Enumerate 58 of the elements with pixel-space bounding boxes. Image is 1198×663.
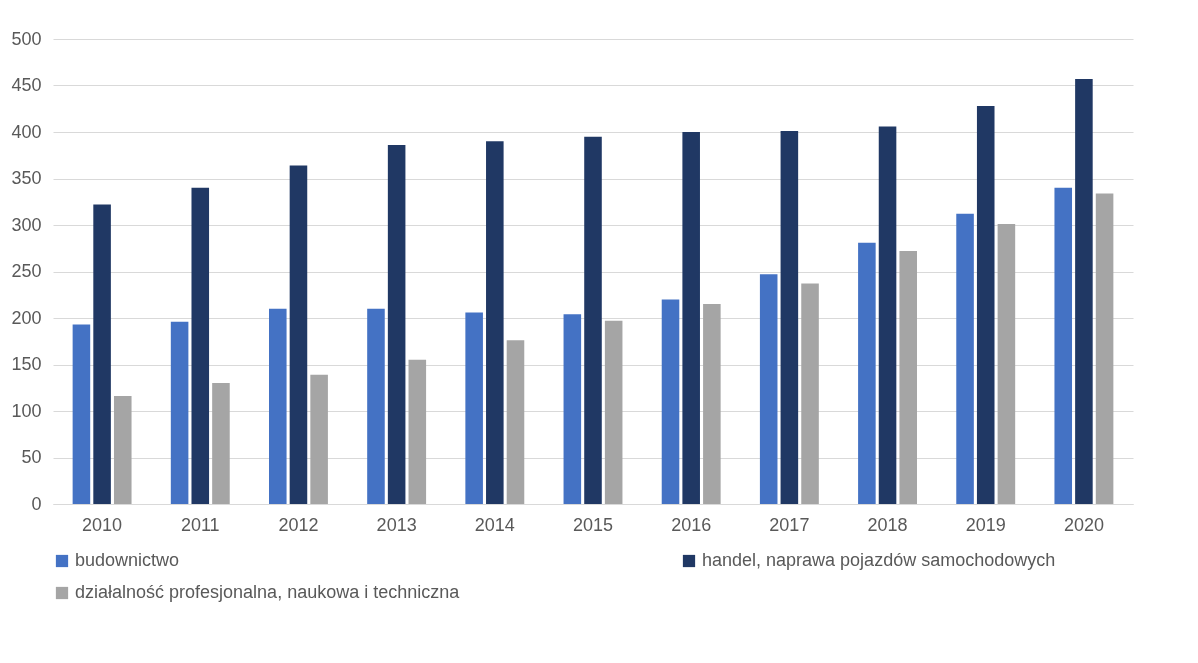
bar xyxy=(367,308,385,504)
x-tick-label: 2016 xyxy=(671,514,712,535)
y-tick-label: 350 xyxy=(11,168,42,188)
bar xyxy=(310,374,328,504)
bar xyxy=(899,251,917,504)
bar xyxy=(113,396,132,504)
bar xyxy=(465,312,483,504)
bar xyxy=(506,340,525,504)
x-tick-label: 2014 xyxy=(474,514,515,535)
y-tick-label: 450 xyxy=(11,75,42,95)
x-tick-label: 2012 xyxy=(278,514,319,535)
x-tick-label: 2015 xyxy=(572,514,614,535)
bar xyxy=(661,299,680,504)
bar xyxy=(563,314,582,504)
bar xyxy=(997,224,1016,504)
bar xyxy=(1054,187,1073,504)
legend-label: działalność profesjonalna, naukowa i techniczna xyxy=(75,582,461,602)
bar xyxy=(1095,193,1114,504)
x-tick-label: 2011 xyxy=(180,514,220,535)
bar xyxy=(976,105,995,504)
x-tick-label: 2020 xyxy=(1063,514,1104,535)
y-tick-label: 50 xyxy=(21,447,42,467)
y-tick-label: 250 xyxy=(11,261,42,281)
x-tick-label: 2010 xyxy=(82,514,123,535)
bar xyxy=(703,304,721,504)
bar xyxy=(93,204,111,504)
x-tick-label: 2019 xyxy=(965,514,1006,535)
bar xyxy=(801,283,819,504)
bar xyxy=(878,126,897,504)
bar xyxy=(858,242,876,504)
bar xyxy=(780,131,799,504)
y-tick-label: 500 xyxy=(11,28,42,49)
x-tick-label: 2013 xyxy=(376,514,417,535)
bar xyxy=(269,308,287,504)
bar xyxy=(956,213,974,504)
legend-label: handel, naprawa pojazdów samochodowych xyxy=(702,550,1056,570)
y-tick-label: 100 xyxy=(11,400,42,421)
bar xyxy=(1075,78,1093,504)
y-tick-label: 400 xyxy=(11,121,42,142)
bar xyxy=(212,383,230,504)
bar xyxy=(289,165,308,504)
y-tick-label: 200 xyxy=(11,307,42,328)
bar xyxy=(170,321,189,504)
legend-label: budownictwo xyxy=(75,550,180,570)
y-tick-label: 0 xyxy=(31,493,42,514)
y-tick-label: 300 xyxy=(11,214,42,235)
bar xyxy=(387,145,406,504)
bar xyxy=(604,320,623,504)
bar xyxy=(191,187,210,504)
bar xyxy=(486,141,504,504)
bar xyxy=(759,274,778,504)
bar xyxy=(72,324,91,504)
x-tick-label: 2017 xyxy=(769,514,810,535)
bar xyxy=(682,132,700,504)
bar xyxy=(408,359,427,504)
y-tick-label: 150 xyxy=(11,354,42,374)
x-tick-label: 2018 xyxy=(867,514,908,535)
bar xyxy=(584,136,602,504)
